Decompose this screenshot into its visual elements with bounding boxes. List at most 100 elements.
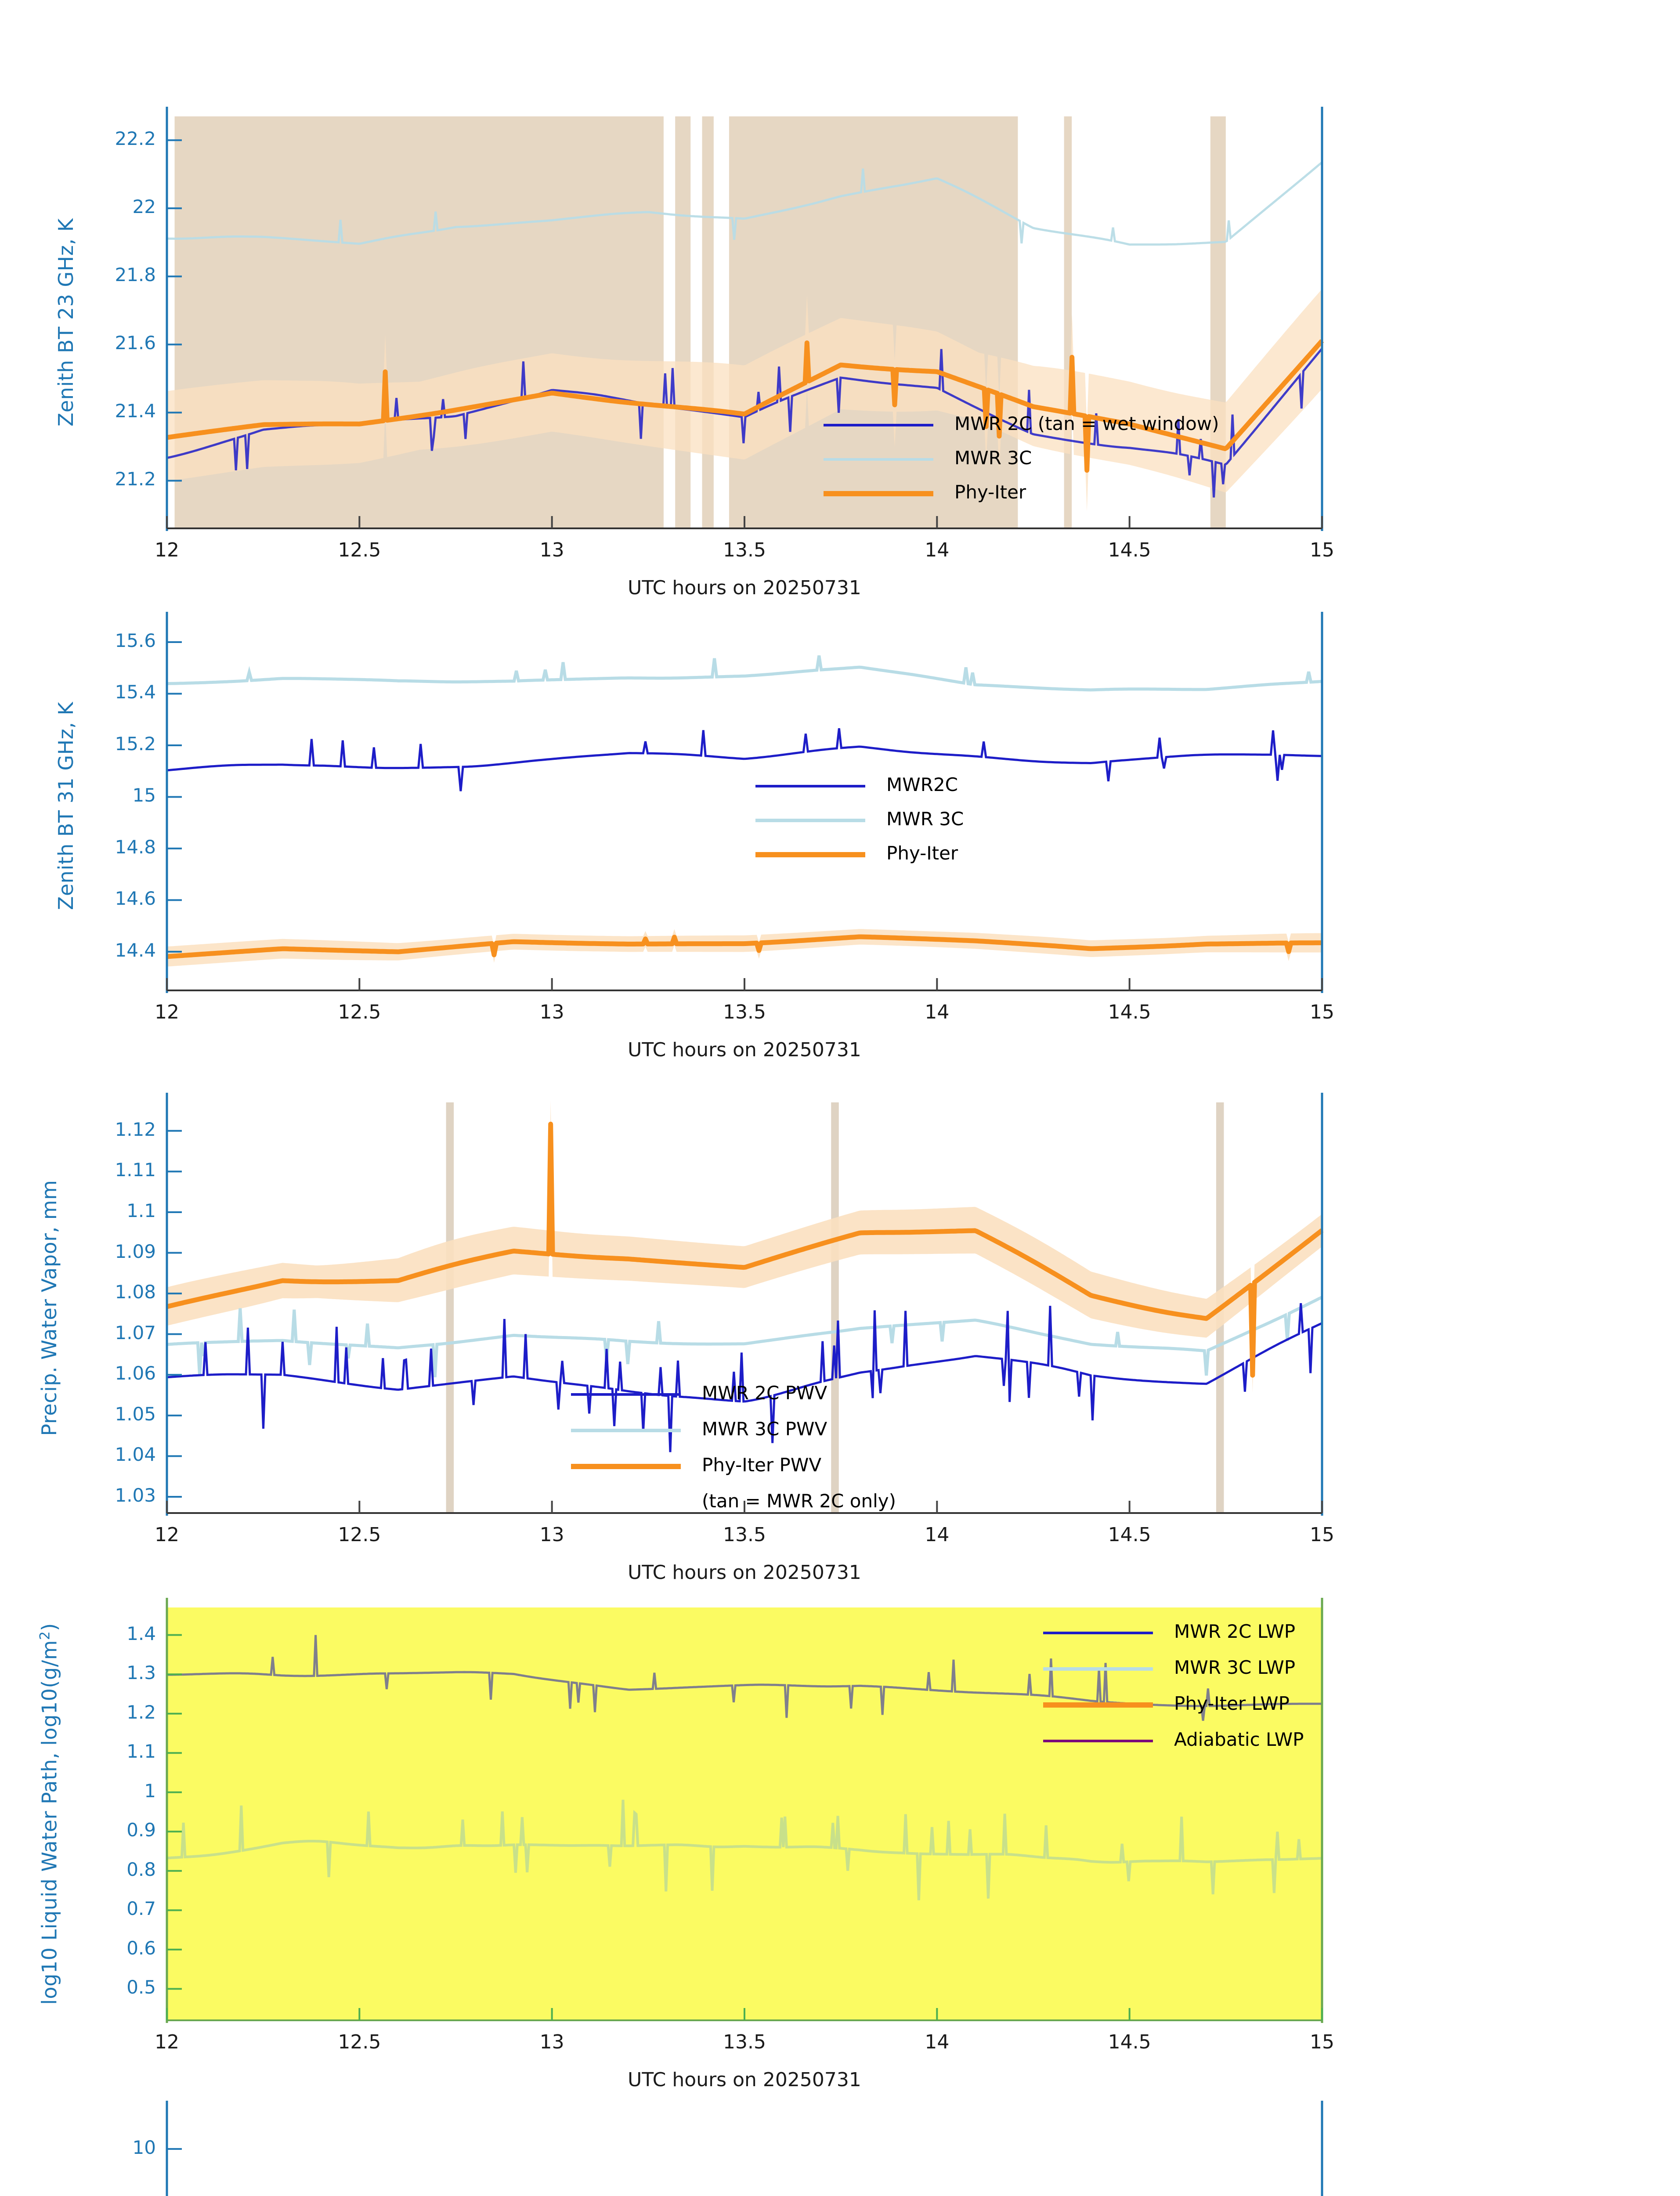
legend-label: MWR 3C LWP: [1174, 1657, 1296, 1678]
series-mwr3c: [166, 161, 1323, 246]
legend-label: Phy-Iter LWP: [1174, 1693, 1290, 1714]
y-tick-label: 21.4: [115, 400, 156, 422]
x-axis-label: UTC hours on 20250731: [628, 1039, 861, 1061]
x-tick-label: 15: [1310, 2031, 1334, 2053]
x-tick-label: 15: [1310, 539, 1334, 561]
y-tick-label: 1.06: [115, 1362, 156, 1384]
y-tick-label: 1.2: [126, 1701, 156, 1723]
x-tick-label: 13.5: [723, 1001, 766, 1023]
y-tick-label: 0.9: [126, 1819, 156, 1841]
x-tick-label: 15: [1310, 1001, 1334, 1023]
x-tick-label: 12: [155, 1001, 179, 1023]
x-tick-label: 13: [539, 2031, 564, 2053]
y-tick-label: 1.1: [126, 1199, 156, 1221]
y-tick-label: 21.8: [115, 264, 156, 286]
x-tick-label: 12: [155, 1524, 179, 1546]
y-tick-label: 0.8: [126, 1858, 156, 1880]
series-mwr3c-lwp: [166, 1799, 1322, 1900]
x-tick-label: 13: [539, 539, 564, 561]
y-tick-label: 10: [132, 2136, 156, 2158]
series-mwr3c: [166, 655, 1322, 692]
y-tick-label: 0.5: [126, 1976, 156, 1998]
y-tick-label: 1.04: [115, 1444, 156, 1466]
series-mwr2c: [166, 728, 1322, 791]
y-tick-label: 1.07: [115, 1322, 156, 1344]
panel-dqflag: [166, 2101, 1323, 2196]
x-tick-label: 12: [155, 539, 179, 561]
y-tick-label: 1.09: [115, 1240, 156, 1262]
phy-iter-uncertainty-band: [167, 929, 1322, 967]
y-tick-label: 0.6: [126, 1937, 156, 1959]
y-tick-label: 22.2: [115, 128, 156, 150]
y-tick-label: 1.08: [115, 1281, 156, 1303]
y-axis-label: Precip. Water Vapor, mm: [37, 1180, 61, 1436]
y-tick-label: 1.12: [115, 1118, 156, 1140]
x-axis-label: UTC hours on 20250731: [628, 577, 861, 599]
plot-background: [167, 1607, 1322, 2020]
x-tick-label: 14: [925, 1524, 950, 1546]
x-tick-label: 13.5: [723, 1524, 766, 1546]
y-tick-label: 1.4: [126, 1622, 156, 1644]
x-tick-label: 15: [1310, 1524, 1334, 1546]
x-axis-label: UTC hours on 20250731: [628, 2069, 861, 2091]
y-tick-label: 22: [132, 196, 156, 218]
x-tick-label: 12.5: [338, 1001, 381, 1023]
y-axis-label: log10 Liquid Water Path, log10(g/m2): [37, 1623, 61, 2005]
x-tick-label: 14.5: [1108, 1001, 1151, 1023]
series-mwr3c-pwv: [166, 1296, 1323, 1377]
x-tick-label: 14: [925, 1001, 950, 1023]
x-tick-label: 12.5: [338, 1524, 381, 1546]
y-tick-label: 15.2: [115, 733, 156, 755]
x-tick-label: 14: [925, 2031, 950, 2053]
x-tick-label: 14.5: [1108, 1524, 1151, 1546]
shaded-region: [831, 1102, 839, 1513]
y-tick-label: 1.11: [115, 1159, 156, 1181]
x-tick-label: 14: [925, 539, 950, 561]
shaded-region: [702, 116, 714, 528]
y-tick-label: 14.4: [115, 939, 156, 961]
legend-label: MWR 3C: [886, 808, 964, 830]
shaded-region: [675, 116, 691, 528]
legend-label: Phy-Iter PWV: [702, 1454, 822, 1476]
x-tick-label: 13: [539, 1001, 564, 1023]
phy-iter-uncertainty-band: [167, 1100, 1322, 1393]
y-tick-label: 0.7: [126, 1898, 156, 1920]
panel-lwp: [166, 1598, 1323, 2023]
y-axis-label: Zenith BT 31 GHz, K: [54, 701, 78, 910]
legend-label: MWR2C: [886, 774, 958, 795]
y-tick-label: 21.2: [115, 468, 156, 490]
panel-bt23: [166, 107, 1324, 531]
x-tick-label: 13.5: [723, 2031, 766, 2053]
y-tick-label: 1.03: [115, 1484, 156, 1506]
x-tick-label: 12.5: [338, 2031, 381, 2053]
y-tick-label: 15.6: [115, 629, 156, 651]
y-tick-label: 1.3: [126, 1662, 156, 1684]
legend-label: MWR 2C PWV: [702, 1382, 827, 1404]
phy-iter-uncertainty-band: [167, 289, 1322, 512]
y-tick-label: 1: [144, 1780, 156, 1802]
y-tick-label: 1.05: [115, 1403, 156, 1425]
x-tick-label: 12: [155, 2031, 179, 2053]
x-tick-label: 14.5: [1108, 539, 1151, 561]
panel-pwv: [166, 1093, 1324, 1516]
series-phy-iter-pwv: [166, 1121, 1324, 1378]
y-tick-label: 14.6: [115, 888, 156, 910]
y-tick-label: 1.1: [126, 1741, 156, 1763]
legend-label: MWR 2C LWP: [1174, 1621, 1296, 1642]
y-tick-label: 21.6: [115, 332, 156, 354]
y-tick-label: 15: [132, 784, 156, 806]
shaded-region: [1064, 116, 1072, 528]
x-axis-label: UTC hours on 20250731: [628, 1561, 861, 1584]
legend-label: Phy-Iter: [954, 481, 1026, 503]
x-tick-label: 13: [539, 1524, 564, 1546]
legend-label: MWR 3C PWV: [702, 1418, 827, 1440]
x-tick-label: 13.5: [723, 539, 766, 561]
series-phy-iter: [166, 339, 1324, 473]
panel-bt31: [166, 612, 1323, 993]
y-axis-label: Zenith BT 23 GHz, K: [54, 218, 78, 427]
shaded-region: [446, 1102, 454, 1513]
legend-label: (tan = MWR 2C only): [702, 1490, 896, 1512]
legend-label: Adiabatic LWP: [1174, 1729, 1304, 1750]
